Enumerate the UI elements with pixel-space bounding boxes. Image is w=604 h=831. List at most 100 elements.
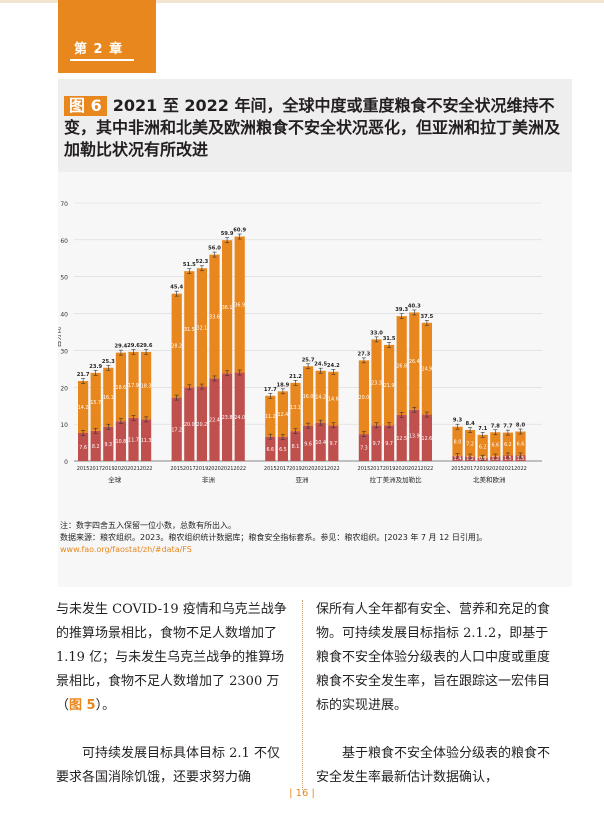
figure-reference-link[interactable]: 图 5 bbox=[69, 698, 96, 713]
moderate-value-label: 6.6 bbox=[517, 441, 525, 447]
bar-moderate bbox=[184, 271, 195, 388]
moderate-value-label: 13.1 bbox=[290, 405, 301, 411]
bar-severe bbox=[328, 425, 339, 461]
x-tick-label: 2020 bbox=[208, 466, 221, 472]
x-tick-label: 2019 bbox=[476, 466, 489, 472]
bar-moderate bbox=[103, 367, 114, 427]
bar-severe bbox=[290, 431, 301, 461]
bar-moderate bbox=[371, 339, 382, 426]
moderate-value-label: 23.3 bbox=[371, 380, 382, 386]
y-tick-label: 20 bbox=[60, 385, 68, 392]
total-value-label: 29.4 bbox=[114, 344, 127, 350]
moderate-value-label: 18.3 bbox=[141, 384, 152, 390]
bar-moderate bbox=[277, 391, 288, 438]
y-axis-label: 百分比 bbox=[58, 327, 62, 348]
bar-moderate bbox=[452, 426, 463, 456]
group-label: 北美和欧洲 bbox=[473, 475, 506, 484]
note-source: 数据来源：粮农组织。2023。粮农组织统计数据库；粮食安全指标套系。参见：粮农组… bbox=[60, 533, 487, 542]
total-value-label: 17.7 bbox=[264, 387, 277, 393]
group-label: 亚洲 bbox=[296, 476, 309, 484]
x-tick-label: 2017 bbox=[89, 466, 102, 472]
severe-value-label: 1.4 bbox=[454, 456, 462, 462]
total-value-label: 23.9 bbox=[89, 364, 102, 370]
total-value-label: 7.1 bbox=[478, 426, 488, 432]
total-value-label: 52.3 bbox=[195, 259, 208, 265]
bar-severe bbox=[78, 432, 89, 461]
moderate-value-label: 20.0 bbox=[359, 395, 370, 401]
page-number: | 16 | bbox=[289, 788, 315, 799]
chapter-tab bbox=[58, 0, 156, 73]
bar-moderate bbox=[409, 312, 420, 410]
severe-value-label: 1.5 bbox=[504, 456, 512, 462]
moderate-value-label: 21.9 bbox=[384, 383, 395, 389]
x-tick-label: 2021 bbox=[127, 466, 140, 472]
x-tick-label: 2022 bbox=[140, 466, 153, 472]
total-value-label: 59.9 bbox=[221, 231, 234, 237]
x-tick-label: 2021 bbox=[314, 466, 327, 472]
moderate-value-label: 11.2 bbox=[265, 414, 276, 420]
body-text: ）。 bbox=[95, 698, 116, 713]
severe-value-label: 12.5 bbox=[396, 436, 407, 442]
source-url[interactable]: www.fao.org/faostat/zh/#data/FS bbox=[60, 545, 192, 554]
bar-moderate bbox=[358, 360, 369, 435]
bar-moderate bbox=[78, 381, 89, 433]
moderate-value-label: 6.6 bbox=[491, 442, 499, 448]
total-value-label: 60.9 bbox=[233, 228, 246, 234]
total-value-label: 31.5 bbox=[383, 336, 396, 342]
note-rounding: 注：数字四舍五入保留一位小数，总数有所出入。 bbox=[60, 521, 236, 530]
moderate-value-label: 14.2 bbox=[78, 405, 89, 411]
y-tick-label: 50 bbox=[60, 275, 68, 282]
severe-value-label: 1.2 bbox=[466, 456, 474, 462]
x-tick-label: 2019 bbox=[383, 466, 396, 472]
bar-severe bbox=[171, 397, 182, 461]
x-tick-label: 2021 bbox=[408, 466, 421, 472]
total-value-label: 9.3 bbox=[453, 418, 463, 424]
bar-moderate bbox=[421, 322, 432, 415]
total-value-label: 29.6 bbox=[127, 343, 140, 349]
moderate-value-label: 18.6 bbox=[116, 385, 127, 391]
bar-moderate bbox=[315, 370, 326, 423]
bar-moderate bbox=[490, 432, 501, 457]
x-tick-label: 2019 bbox=[289, 466, 302, 472]
x-tick-label: 2022 bbox=[514, 466, 527, 472]
moderate-value-label: 24.9 bbox=[422, 367, 433, 373]
bar-severe bbox=[128, 417, 139, 461]
bar-severe bbox=[90, 430, 101, 461]
x-tick-label: 2017 bbox=[370, 466, 383, 472]
x-tick-label: 2015 bbox=[170, 466, 183, 472]
body-paragraph: 可持续发展目标具体目标 2.1 不仅要求各国消除饥饿，还要求努力确 bbox=[56, 746, 280, 785]
total-value-label: 25.7 bbox=[302, 357, 315, 363]
severe-value-label: 6.6 bbox=[266, 447, 274, 453]
total-value-label: 37.5 bbox=[420, 314, 433, 320]
severe-value-label: 8.1 bbox=[292, 444, 300, 450]
food-insecurity-chart: 0 10 20 30 40 50 60 70 百分比 21.7 14.2 7.6 2015 23.9 15.… bbox=[58, 201, 542, 484]
severe-value-label: 11.3 bbox=[141, 438, 152, 444]
total-value-label: 18.9 bbox=[276, 382, 289, 388]
total-value-label: 29.6 bbox=[140, 343, 153, 349]
moderate-value-label: 32.1 bbox=[197, 325, 208, 331]
group-label: 非洲 bbox=[202, 475, 215, 484]
total-value-label: 51.5 bbox=[183, 262, 196, 268]
severe-value-label: 11.7 bbox=[128, 437, 139, 443]
body-column-left: 与未发生 COVID-19 疫情和乌克兰战争的推算场景相比，食物不足人数增加了 … bbox=[56, 598, 290, 790]
bar-severe bbox=[315, 422, 326, 461]
moderate-value-label: 33.6 bbox=[209, 315, 220, 321]
figure-notes: 注：数字四舍五入保留一位小数，总数有所出入。 数据来源：粮农组织。2023。粮农… bbox=[60, 520, 570, 556]
group-label: 拉丁美洲及加勒比 bbox=[370, 475, 423, 484]
total-value-label: 21.2 bbox=[289, 374, 302, 380]
x-tick-label: 2022 bbox=[327, 466, 340, 472]
moderate-value-label: 15.7 bbox=[90, 400, 101, 406]
bar-moderate bbox=[396, 316, 407, 415]
x-tick-label: 2021 bbox=[502, 466, 515, 472]
bar-severe bbox=[209, 378, 220, 461]
bar-severe bbox=[303, 425, 314, 461]
figure-title-text: 2021 至 2022 年间，全球中度或重度粮食不安全状况维持不变，其中非洲和北… bbox=[64, 96, 561, 159]
bar-moderate bbox=[477, 434, 488, 458]
severe-value-label: 17.2 bbox=[171, 427, 182, 433]
bar-severe bbox=[371, 425, 382, 461]
bar-moderate bbox=[290, 382, 301, 432]
bar-severe bbox=[265, 436, 276, 461]
bar-severe bbox=[103, 426, 114, 461]
body-paragraph: 保所有人全年都有安全、营养和充足的食物。可持续发展目标指标 2.1.2，即基于粮… bbox=[316, 602, 551, 713]
bar-severe bbox=[409, 409, 420, 461]
